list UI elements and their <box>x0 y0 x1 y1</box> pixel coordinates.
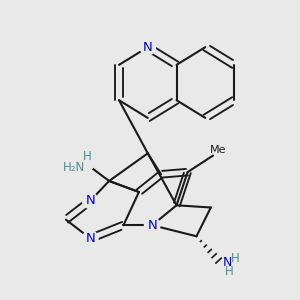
Text: N: N <box>85 232 95 245</box>
Text: H: H <box>225 265 234 278</box>
Text: N: N <box>147 219 157 232</box>
Circle shape <box>140 39 155 55</box>
Circle shape <box>82 231 98 246</box>
Text: N: N <box>85 194 95 207</box>
Text: H₂N: H₂N <box>62 161 85 174</box>
Circle shape <box>82 193 98 208</box>
Text: Me: Me <box>210 145 227 155</box>
Text: N: N <box>223 256 232 269</box>
Text: N: N <box>143 40 153 54</box>
Text: H: H <box>231 252 239 265</box>
Text: H: H <box>82 150 91 163</box>
Circle shape <box>145 218 160 233</box>
Circle shape <box>76 154 94 172</box>
